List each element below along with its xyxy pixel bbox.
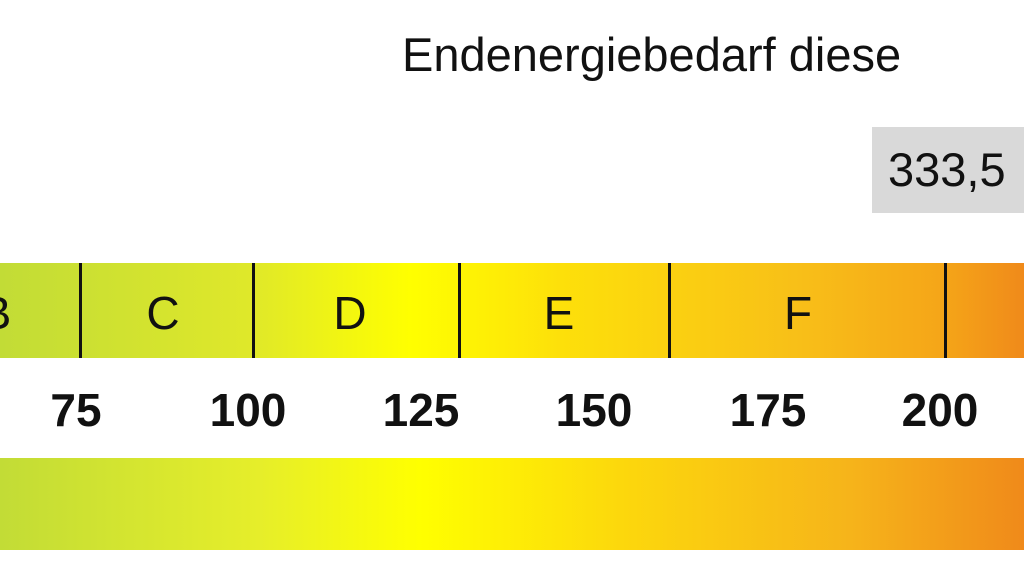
class-label-d: D bbox=[333, 287, 367, 339]
value-label: 333,5 bbox=[888, 143, 1006, 196]
tick-label: 125 bbox=[382, 384, 460, 436]
chart-title: Endenergiebedarf diese bbox=[402, 28, 902, 81]
class-divider bbox=[79, 263, 82, 358]
efficiency-class-band bbox=[0, 263, 1024, 358]
class-divider bbox=[668, 263, 671, 358]
tick-label: 150 bbox=[555, 384, 633, 436]
tick-label: 100 bbox=[209, 384, 287, 436]
class-label-e: E bbox=[543, 287, 575, 339]
tick-label: 175 bbox=[729, 384, 807, 436]
class-divider bbox=[944, 263, 947, 358]
class-label-f: F bbox=[783, 287, 813, 339]
energy-gradient-bar bbox=[0, 458, 1024, 550]
value-box bbox=[872, 127, 1024, 213]
class-label-c: C bbox=[146, 287, 180, 339]
tick-label: 200 bbox=[901, 384, 979, 436]
tick-label: 75 bbox=[50, 384, 102, 436]
class-divider bbox=[252, 263, 255, 358]
class-label-b: B bbox=[0, 286, 11, 340]
class-divider bbox=[458, 263, 461, 358]
